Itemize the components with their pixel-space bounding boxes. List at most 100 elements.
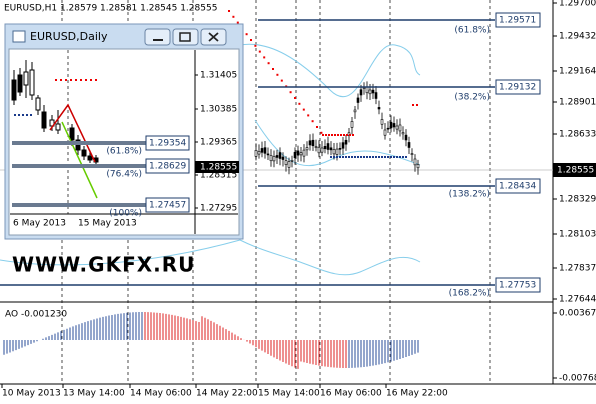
window-icon [12,30,26,43]
candle-body [323,146,327,150]
fib-price: 1.28434 [499,182,536,192]
maximize-button[interactable] [172,28,199,46]
sar-dot [352,134,354,136]
time-label: 10 May 2013 [2,389,61,399]
candle-body [416,164,420,169]
inset-sar-dot [60,79,62,81]
sar-dot [254,44,257,47]
inset-fib-percent: (76.4%) [106,170,142,180]
sar-dot [416,104,418,106]
inset-sar-dot [55,79,57,81]
inset-candle-body [81,149,87,157]
sar-dot [384,156,386,158]
candle-body [296,150,300,156]
sar-dot [387,156,389,158]
candle-body [413,158,417,166]
inset-fib-percent: (61.8%) [106,147,142,157]
sar-dot [289,91,292,94]
inset-price-label: 1.27295 [200,204,237,214]
band-lower [239,239,421,276]
sar-dot [334,134,336,136]
maximize-glyph [179,32,191,42]
price-label: 1.28633 [559,130,596,140]
candle-body [305,147,309,151]
candle-body [320,147,324,153]
candle-body [380,119,384,125]
inset-candle-body [41,111,47,129]
candle-body [377,107,381,110]
inset-fib-percent: (100%) [109,209,142,219]
candle-body [350,121,354,128]
inset-candle-body [29,69,35,96]
time-label: 16 May 22:00 [386,389,448,399]
inset-sar-dot [90,79,92,81]
inset-candle-body [55,123,61,131]
candle-body [359,89,363,96]
candle-body [371,89,375,94]
time-label: 14 May 06:00 [130,389,192,399]
sar-dot [333,156,335,158]
inset-fib-price: 1.28629 [149,162,186,172]
sar-dot [339,156,341,158]
sar-dot [228,10,230,12]
sar-dot [311,120,314,123]
minimize-button[interactable] [144,28,171,46]
inset-sar-dot [75,79,77,81]
price-label: 1.28329 [559,195,596,205]
indicator-label: AO -0.001230 [5,310,67,320]
inset-sar-dot [22,114,24,116]
window-title: EURUSD,Daily [30,30,108,43]
sar-dot [375,156,377,158]
sar-dot [336,156,338,158]
inset-sar-dot [70,79,72,81]
sar-dot [412,104,414,106]
sar-dot [345,156,347,158]
candle-body [269,155,273,162]
candle-body [326,143,330,150]
inset-candle-body [23,71,29,86]
sar-dot [236,21,239,24]
fib-price: 1.29571 [499,16,536,26]
sar-dot [325,134,327,136]
inset-candle-body [17,74,23,93]
inset-price-label: 1.29365 [200,138,237,148]
sar-dot [276,73,279,76]
sar-dot [393,156,395,158]
inset-time-label: 6 May 2013 [13,219,66,229]
sar-dot [250,39,252,41]
sar-dot [316,126,318,128]
time-label: 16 May 06:00 [320,389,382,399]
candle-body [374,92,378,99]
sar-dot [330,156,332,158]
sar-dot [328,134,330,136]
sar-dot [322,134,324,136]
candle-body [392,123,396,128]
inset-sar-dot [85,79,87,81]
sar-dot [396,156,398,158]
candle-body [308,140,312,146]
sar-dot [320,131,323,134]
candle-body [299,152,303,156]
candle-body [281,156,285,160]
inset-price-label: 1.28315 [200,171,237,181]
candle-body [290,160,294,162]
candle-body [353,109,357,113]
candle-body [395,125,399,130]
inset-sar-dot [80,79,82,81]
candle-body [329,147,333,151]
sar-dot [354,156,356,158]
candle-body [401,132,405,135]
time-label: 14 May 22:00 [196,389,258,399]
price-label: 1.28901 [559,98,596,108]
inset-sar-dot [30,114,32,116]
candle-body [410,153,414,155]
sar-dot [267,62,270,65]
close-glyph [208,32,219,42]
indicator-scale: 0.003671 [559,309,596,319]
candle-body [398,124,402,132]
candle-body [383,129,387,136]
fib-percent: (168.2%) [449,289,490,299]
candle-body [317,146,321,154]
inset-candle-body [69,127,75,141]
sar-dot [369,156,371,158]
